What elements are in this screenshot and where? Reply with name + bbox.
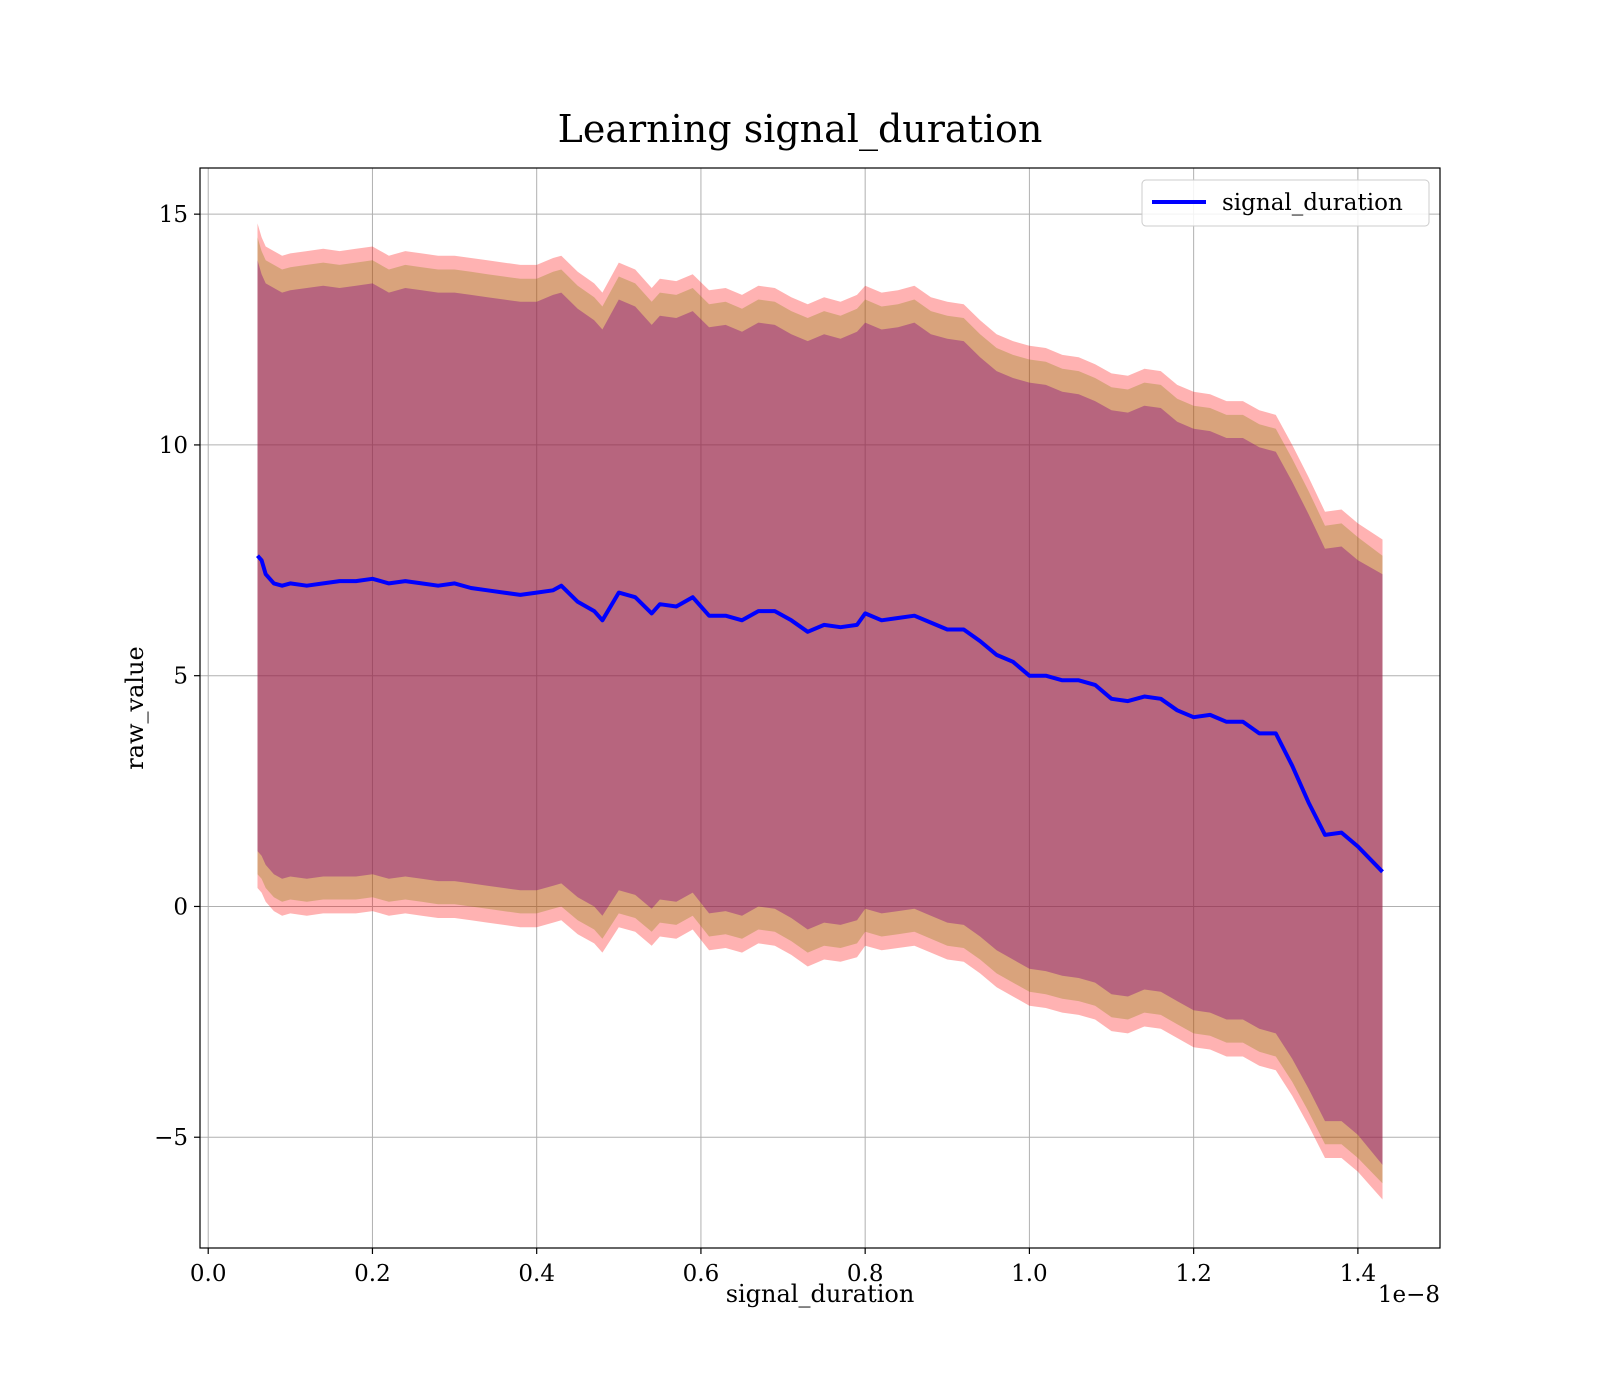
- y-tick-label: 0: [173, 894, 188, 920]
- band-inner: [257, 260, 1383, 1165]
- x-tick-label: 0.8: [847, 1261, 884, 1287]
- x-axis-ticks: 0.0 0.2 0.4 0.6 0.8 1.0 1.2 1.4: [190, 1248, 1376, 1287]
- plot-area: [200, 168, 1440, 1248]
- y-tick-label: 15: [159, 202, 188, 228]
- x-tick-label: 1.0: [1011, 1261, 1048, 1287]
- x-tick-label: 1.2: [1175, 1261, 1212, 1287]
- plot-frame: [199, 167, 1441, 1249]
- y-axis-label: raw_value: [121, 646, 149, 770]
- chart-title: Learning signal_duration: [558, 107, 1043, 152]
- x-tick-label: 0.2: [354, 1261, 391, 1287]
- legend: signal_duration: [1141, 179, 1430, 227]
- x-tick-label: 1.4: [1340, 1261, 1377, 1287]
- legend-label: signal_duration: [1222, 190, 1403, 216]
- y-tick-label: −5: [154, 1125, 188, 1151]
- confidence-bands: [257, 223, 1383, 1200]
- y-tick-label: 5: [173, 664, 188, 690]
- x-tick-label: 0.4: [518, 1261, 555, 1287]
- x-tick-label: 0.0: [190, 1261, 227, 1287]
- series-line-signal-duration: [256, 554, 1384, 874]
- y-tick-label: 10: [159, 433, 188, 459]
- band-outer: [257, 223, 1383, 1200]
- band-middle: [257, 237, 1383, 1184]
- legend-box: [1141, 179, 1430, 227]
- x-axis-label: signal_duration: [726, 1280, 915, 1308]
- y-axis-ticks: −5 0 5 10 15: [154, 202, 200, 1151]
- series-lines: [256, 554, 1384, 874]
- x-axis-offset-label: 1e−8: [1378, 1282, 1440, 1308]
- grid: [200, 168, 1440, 1248]
- x-tick-label: 0.6: [683, 1261, 720, 1287]
